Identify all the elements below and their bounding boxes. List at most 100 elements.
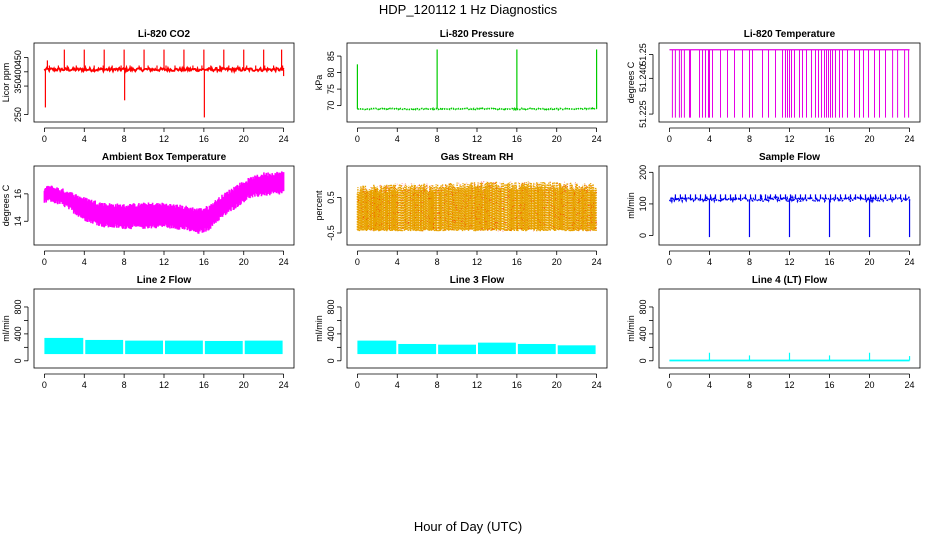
x-tick-label: 12 — [472, 257, 482, 267]
x-tick-label: 8 — [747, 380, 752, 390]
x-tick-label: 4 — [707, 134, 712, 144]
y-axis-label: Licor ppm — [1, 63, 11, 103]
flow-segment-5 — [204, 340, 243, 355]
x-tick-label: 16 — [199, 257, 209, 267]
y-tick-label: 51.225 — [638, 100, 648, 128]
flow-segment-2 — [398, 343, 437, 355]
flow-segment-3 — [438, 344, 476, 355]
x-tick-label: 20 — [239, 134, 249, 144]
x-tick-label: 0 — [667, 380, 672, 390]
y-tick-label: 400 — [13, 326, 23, 341]
y-axis-label: percent — [314, 190, 324, 221]
x-tick-label: 24 — [592, 257, 602, 267]
plot-data — [669, 49, 910, 118]
x-tick-label: 24 — [905, 380, 915, 390]
y-axis-label: ml/min — [626, 315, 636, 342]
x-tick-label: 12 — [159, 380, 169, 390]
x-tick-label: 12 — [159, 257, 169, 267]
panel-title: Ambient Box Temperature — [102, 152, 227, 163]
panel-title: Li-820 Temperature — [744, 29, 836, 40]
x-tick-label: 12 — [784, 380, 794, 390]
y-tick-label: 85 — [326, 51, 336, 61]
y-tick-label: 51.25 — [638, 43, 648, 66]
y-tick-label: 0 — [326, 358, 336, 363]
panel-title: Line 4 (LT) Flow — [752, 275, 828, 286]
flow-segment-4 — [478, 342, 516, 355]
flow-ticks — [674, 194, 907, 200]
plot-frame — [33, 288, 295, 369]
x-tick-label: 20 — [865, 380, 875, 390]
panel-title: Sample Flow — [759, 152, 820, 163]
plot-frame — [658, 165, 921, 246]
y-tick-label: 0 — [13, 358, 23, 363]
flow-segment-1 — [357, 340, 397, 355]
y-tick-label: 0 — [638, 233, 648, 238]
x-tick-label: 8 — [122, 257, 127, 267]
plot-frame — [658, 288, 921, 369]
x-tick-label: 4 — [395, 380, 400, 390]
y-tick-label: 0 — [638, 358, 648, 363]
plot-frame — [346, 165, 608, 246]
plot-data — [44, 337, 283, 355]
x-tick-label: 24 — [592, 380, 602, 390]
plot-data — [668, 194, 911, 238]
x-tick-label: 20 — [552, 380, 562, 390]
flow-segment-4 — [165, 340, 203, 355]
y-tick-label: 0.5 — [326, 191, 336, 204]
panel-title: Li-820 Pressure — [440, 29, 515, 40]
x-tick-label: 24 — [592, 134, 602, 144]
flow-segment-2 — [85, 339, 124, 355]
flow-segment-1 — [44, 337, 84, 355]
x-tick-label: 16 — [512, 134, 522, 144]
x-tick-label: 12 — [472, 380, 482, 390]
y-tick-label: 16 — [13, 189, 23, 199]
y-tick-label: 51.240 — [638, 65, 648, 93]
temperature-band — [43, 171, 285, 234]
x-tick-label: 4 — [82, 380, 87, 390]
y-tick-label: 100 — [638, 196, 648, 211]
x-tick-label: 4 — [82, 134, 87, 144]
y-axis-label: ml/min — [626, 192, 636, 219]
plot-frame — [346, 42, 608, 123]
y-axis-label: ml/min — [314, 315, 324, 342]
x-tick-label: 8 — [747, 257, 752, 267]
rh-band — [356, 181, 597, 232]
plot-data — [43, 49, 285, 118]
y-tick-label: 250 — [13, 107, 23, 122]
y-tick-label: 400 — [326, 326, 336, 341]
co2-ticks — [48, 65, 284, 70]
plot-data — [669, 352, 911, 362]
x-tick-label: 4 — [395, 257, 400, 267]
flow-segment-6 — [244, 340, 283, 355]
y-axis-label: kPa — [314, 75, 324, 91]
x-tick-label: 8 — [747, 134, 752, 144]
x-tick-label: 8 — [435, 380, 440, 390]
x-tick-label: 20 — [865, 134, 875, 144]
plot-data — [356, 181, 598, 232]
x-tick-label: 4 — [707, 257, 712, 267]
x-tick-label: 12 — [784, 134, 794, 144]
y-tick-label: 800 — [326, 299, 336, 314]
plot-frame — [658, 42, 921, 123]
x-tick-label: 4 — [707, 380, 712, 390]
x-tick-label: 16 — [825, 257, 835, 267]
flow-segment-3 — [125, 340, 163, 355]
y-tick-label: 14 — [13, 216, 23, 226]
x-tick-label: 0 — [667, 134, 672, 144]
panel-6: Sample Flow 0 4 8 12 16 20 24 0 100 200 ml/min — [626, 152, 921, 267]
rh-points — [357, 181, 598, 232]
x-tick-label: 4 — [395, 134, 400, 144]
y-axis-label: degrees C — [1, 184, 11, 226]
y-tick-label: 80 — [326, 68, 336, 78]
x-tick-label: 8 — [122, 380, 127, 390]
x-tick-label: 0 — [355, 257, 360, 267]
plot-data — [357, 340, 596, 355]
x-tick-label: 20 — [865, 257, 875, 267]
x-tick-label: 4 — [82, 257, 87, 267]
y-axis-label: ml/min — [1, 315, 11, 342]
y-tick-label: 400 — [638, 326, 648, 341]
